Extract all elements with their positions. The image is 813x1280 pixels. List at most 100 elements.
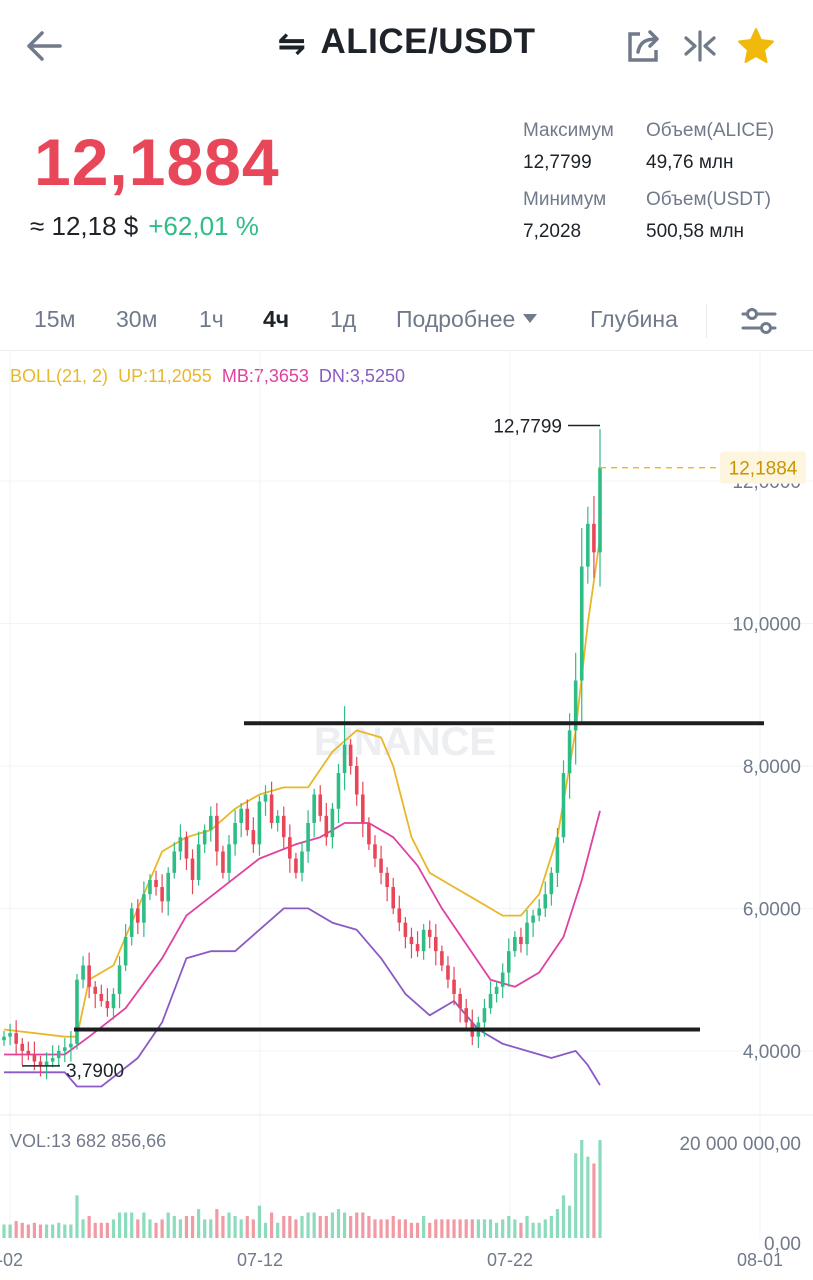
candle-body (506, 951, 511, 973)
volume-label: VOL:13 682 856,66 (10, 1131, 167, 1151)
candle-body (202, 830, 207, 845)
annotation-lines (74, 721, 764, 1032)
caret-down-icon (522, 314, 537, 323)
volume-bar (367, 1215, 371, 1238)
candle-body (245, 808, 250, 831)
candle-body (190, 858, 195, 880)
candle-body (555, 837, 560, 873)
candle-body (598, 467, 602, 553)
volume-tick-label: 0,00 (764, 1234, 801, 1255)
volume-bar (69, 1224, 73, 1238)
candle-body (391, 887, 396, 909)
boll-name: BOLL(21, 2) (10, 366, 109, 386)
volume-bar (111, 1219, 116, 1238)
stat-high-value: 12,7799 (523, 152, 592, 173)
candle-body (93, 986, 98, 994)
candle-body (385, 872, 389, 888)
volume-bar (379, 1219, 383, 1238)
price-tick-label: 10,0000 (732, 615, 801, 636)
tabs-divider (0, 350, 813, 351)
settings-sliders-icon[interactable] (740, 304, 778, 338)
share-icon[interactable] (624, 26, 664, 66)
candle-body (592, 523, 596, 553)
candle-body (579, 566, 584, 681)
watermark: BINANCE (314, 720, 496, 764)
time-tick-label: 07-02 (0, 1250, 23, 1270)
volume-bar (44, 1224, 49, 1238)
candle-body (440, 951, 444, 966)
candle-body (488, 993, 493, 1009)
candle-body (215, 815, 219, 852)
tab-30m[interactable]: 30м (116, 306, 158, 332)
candlestick-chart[interactable]: BINANCE 12,000010,00008,00006,00004,0000… (0, 350, 813, 1280)
candle-body (14, 1033, 18, 1044)
volume-bar (501, 1219, 505, 1238)
volume-bar (190, 1215, 195, 1238)
tab-1d[interactable]: 1д (330, 306, 357, 332)
volume-bar (184, 1215, 189, 1238)
candle-body (446, 965, 450, 980)
boll-up: UP:11,2055 (118, 366, 212, 386)
volume-bar (537, 1222, 541, 1238)
candle-body (403, 922, 408, 937)
volume-bar (251, 1219, 255, 1238)
volume-bar (488, 1219, 493, 1238)
candle-body (63, 1047, 67, 1051)
volume-bar (209, 1219, 213, 1238)
swap-icon: ⇋ (277, 25, 307, 63)
candle-body (379, 858, 383, 873)
tab-depth[interactable]: Глубина (590, 306, 678, 332)
volume-bar (422, 1215, 426, 1238)
boll-dn: DN:3,5250 (318, 366, 405, 386)
compare-icon[interactable] (680, 26, 720, 66)
candle-body (373, 844, 377, 859)
volume-bar (385, 1219, 389, 1238)
back-arrow-icon[interactable] (24, 26, 64, 66)
volume-bar (269, 1212, 274, 1238)
volume-bar (87, 1215, 91, 1238)
tab-more[interactable]: Подробнее (396, 306, 538, 333)
volume-bar (81, 1219, 85, 1238)
candle-body (105, 1001, 110, 1009)
volume-bar (342, 1212, 347, 1238)
volume-bar (300, 1215, 304, 1238)
candle-body (415, 944, 420, 952)
candle-body (154, 879, 158, 888)
candle-body (367, 822, 371, 845)
candle-body (549, 872, 554, 895)
candle-body (196, 844, 201, 880)
tab-15m[interactable]: 15м (34, 306, 76, 332)
candle-body (525, 922, 529, 945)
tab-4h[interactable]: 4ч (263, 306, 290, 332)
volume-bar (8, 1224, 12, 1238)
volume-bar (586, 1156, 590, 1238)
volume-bar (580, 1140, 584, 1238)
boll-legend[interactable]: BOLL(21, 2) UP:11,2055 MB:7,3653 DN:3,52… (10, 366, 405, 387)
volume-bar (160, 1219, 164, 1238)
candle-body (586, 523, 590, 567)
candle-body (160, 887, 164, 902)
axes: 12,000010,00008,00006,00004,000007-0207-… (0, 472, 801, 1270)
pair-name: ALICE/USDT (320, 22, 536, 61)
star-icon[interactable] (736, 26, 776, 66)
time-tick-label: 07-22 (487, 1250, 533, 1270)
candle-body (275, 815, 280, 823)
volume-bar (397, 1219, 401, 1238)
candle-body (99, 993, 104, 1002)
volume-bar (99, 1222, 103, 1238)
candle-body (464, 1008, 469, 1023)
volume-bar (318, 1215, 322, 1238)
candle-body (288, 837, 292, 859)
volume-bar (178, 1219, 182, 1238)
candle-body (537, 908, 541, 916)
candle-body (354, 765, 359, 795)
volume-bar (32, 1222, 37, 1238)
candle-body (281, 815, 286, 838)
candle-body (44, 1061, 49, 1066)
tab-1h[interactable]: 1ч (199, 306, 224, 332)
pair-title[interactable]: ⇋ ALICE/USDT (0, 22, 813, 64)
candle-body (129, 908, 134, 937)
stat-vol-quote-label: Объем(USDT) (646, 189, 771, 210)
volume-bars (2, 1140, 602, 1238)
candle-body (233, 822, 237, 845)
